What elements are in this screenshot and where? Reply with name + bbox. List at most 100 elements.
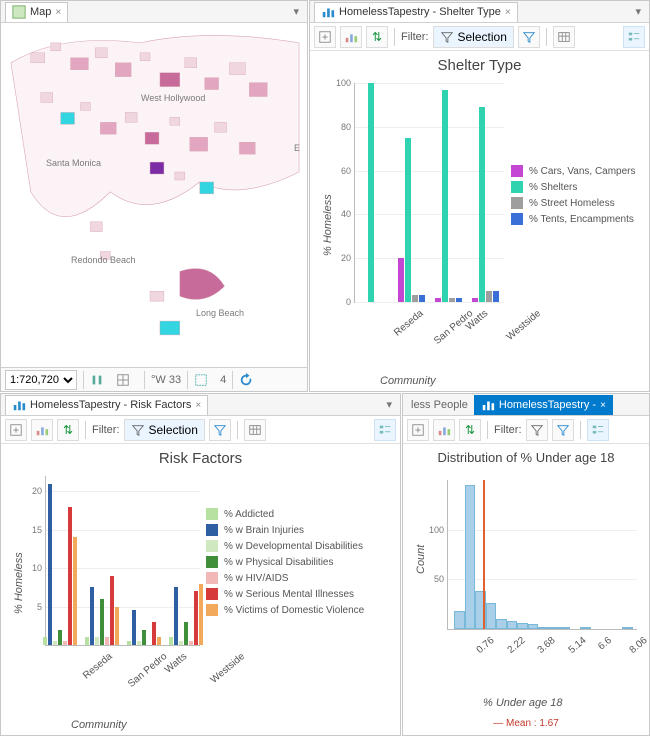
bar[interactable]	[194, 591, 198, 645]
legend-item[interactable]: % w Serious Mental Illnesses	[206, 588, 400, 600]
legend-item[interactable]: % w HIV/AIDS	[206, 572, 400, 584]
bar[interactable]	[179, 641, 183, 645]
filter-selection-button[interactable]: Selection	[124, 419, 205, 441]
swap-icon[interactable]: ⇅	[459, 419, 481, 441]
bar[interactable]	[152, 622, 156, 645]
hist-bar[interactable]	[517, 623, 528, 629]
bar[interactable]	[405, 138, 411, 302]
bar[interactable]	[442, 90, 448, 302]
bar[interactable]	[184, 622, 188, 645]
export-icon[interactable]	[5, 419, 27, 441]
hist-bar[interactable]	[580, 627, 591, 629]
select-icon[interactable]	[194, 373, 216, 387]
bar[interactable]	[449, 298, 455, 302]
filter-extent-icon[interactable]	[552, 419, 574, 441]
scale-select[interactable]: 1:720,720	[5, 370, 77, 390]
filter-extent-icon[interactable]	[209, 419, 231, 441]
hist-bar[interactable]	[622, 627, 633, 629]
legend-item[interactable]: % w Physical Disabilities	[206, 556, 400, 568]
legend-item[interactable]: % w Developmental Disabilities	[206, 540, 400, 552]
bar[interactable]	[100, 599, 104, 645]
legend-item[interactable]: % Tents, Encampments	[511, 213, 643, 225]
bar[interactable]	[456, 298, 462, 302]
bar[interactable]	[493, 291, 499, 302]
filter-selection-button[interactable]: Selection	[433, 26, 514, 48]
hist-bar[interactable]	[528, 624, 539, 629]
tab-risk[interactable]: HomelessTapestry - Risk Factors ×	[5, 395, 208, 415]
bar[interactable]	[486, 291, 492, 302]
bar[interactable]	[85, 637, 89, 645]
hist-bar[interactable]	[538, 627, 549, 629]
legend-item[interactable]: % Cars, Vans, Campers	[511, 165, 643, 177]
refresh-icon[interactable]	[239, 373, 261, 387]
bar[interactable]	[105, 637, 109, 645]
chart-settings-icon[interactable]	[31, 419, 53, 441]
table-icon[interactable]	[244, 419, 266, 441]
tab-map[interactable]: Map ×	[5, 2, 68, 22]
legend-item[interactable]: % w Brain Injuries	[206, 524, 400, 536]
pause-icon[interactable]	[90, 373, 112, 387]
bar[interactable]	[199, 584, 203, 645]
bar[interactable]	[68, 507, 72, 645]
bar[interactable]	[115, 607, 119, 645]
hist-bar[interactable]	[486, 603, 497, 629]
tab-dist[interactable]: HomelessTapestry - ×	[474, 395, 613, 415]
bar[interactable]	[73, 537, 77, 645]
filter-extent-icon[interactable]	[518, 26, 540, 48]
legend-item[interactable]: % Victims of Domestic Violence	[206, 604, 400, 616]
bar[interactable]	[43, 637, 47, 645]
bar[interactable]	[189, 641, 193, 645]
close-icon[interactable]: ×	[55, 7, 61, 18]
tab-dropdown-icon[interactable]: ▾	[289, 5, 303, 18]
close-icon[interactable]: ×	[195, 400, 201, 411]
close-icon[interactable]: ×	[600, 400, 606, 411]
legend-toggle-icon[interactable]	[623, 26, 645, 48]
bar[interactable]	[90, 587, 94, 645]
export-icon[interactable]	[407, 419, 429, 441]
tab-dropdown-icon[interactable]: ▾	[631, 5, 645, 18]
bar[interactable]	[127, 641, 131, 645]
map-canvas[interactable]: West Hollywood Santa Monica Redondo Beac…	[1, 23, 307, 367]
bar[interactable]	[169, 637, 173, 645]
bar[interactable]	[412, 295, 418, 302]
legend-item[interactable]: % Addicted	[206, 508, 400, 520]
chart-settings-icon[interactable]	[433, 419, 455, 441]
bar[interactable]	[142, 630, 146, 645]
legend-item[interactable]: % Street Homeless	[511, 197, 643, 209]
legend-toggle-icon[interactable]	[374, 419, 396, 441]
tab-dropdown-icon[interactable]: ▾	[382, 398, 396, 411]
bar[interactable]	[368, 83, 374, 302]
bar[interactable]	[435, 298, 441, 302]
tab-shelter[interactable]: HomelessTapestry - Shelter Type ×	[314, 2, 518, 22]
bar[interactable]	[95, 637, 99, 645]
bar[interactable]	[63, 641, 67, 645]
table-icon[interactable]	[553, 26, 575, 48]
bar[interactable]	[53, 641, 57, 645]
bar[interactable]	[398, 258, 404, 302]
filter-selection-icon[interactable]	[526, 419, 548, 441]
swap-icon[interactable]: ⇅	[366, 26, 388, 48]
hist-bar[interactable]	[507, 621, 518, 629]
hist-bar[interactable]	[549, 627, 560, 629]
hist-bar[interactable]	[559, 627, 570, 629]
export-icon[interactable]	[314, 26, 336, 48]
bar[interactable]	[472, 298, 478, 302]
hist-bar[interactable]	[465, 485, 476, 629]
bar[interactable]	[110, 576, 114, 645]
bar[interactable]	[58, 630, 62, 645]
bar[interactable]	[132, 610, 136, 645]
hist-bar[interactable]	[454, 611, 465, 629]
bar[interactable]	[174, 587, 178, 645]
hist-bar[interactable]	[496, 619, 507, 629]
grid-icon[interactable]	[116, 373, 138, 387]
bar[interactable]	[137, 641, 141, 645]
chart-settings-icon[interactable]	[340, 26, 362, 48]
swap-icon[interactable]: ⇅	[57, 419, 79, 441]
legend-toggle-icon[interactable]	[587, 419, 609, 441]
bar[interactable]	[48, 484, 52, 645]
bar[interactable]	[157, 637, 161, 645]
legend-item[interactable]: % Shelters	[511, 181, 643, 193]
close-icon[interactable]: ×	[505, 7, 511, 18]
bar[interactable]	[479, 107, 485, 302]
bar[interactable]	[419, 295, 425, 302]
